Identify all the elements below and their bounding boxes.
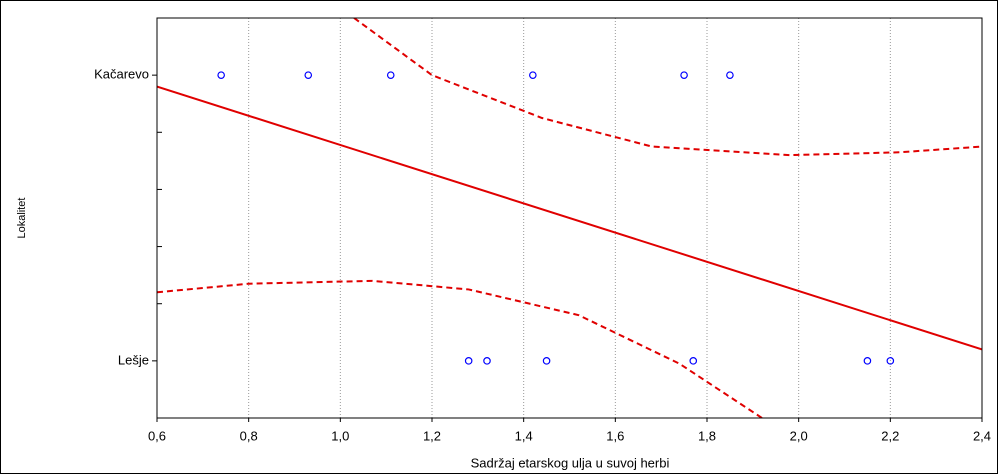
confidence-band xyxy=(157,279,763,418)
point xyxy=(483,357,491,365)
plot-border xyxy=(156,17,983,419)
point xyxy=(529,71,537,79)
x-tick-label: 1,0 xyxy=(331,428,349,443)
point xyxy=(386,71,395,79)
y-tick-label: Lešje xyxy=(118,352,149,367)
x-tick-label: 1,2 xyxy=(423,428,441,443)
x-tick-label: 2,2 xyxy=(881,428,899,443)
x-tick-label: 2,0 xyxy=(790,428,808,443)
x-tick-label: 0,8 xyxy=(240,428,258,443)
point xyxy=(680,71,688,79)
plot xyxy=(157,18,982,418)
x-tick-label: 1,8 xyxy=(698,428,716,443)
point xyxy=(689,357,698,365)
x-tick-label: 1,4 xyxy=(515,428,533,443)
y-axis-label: Lokalitet xyxy=(16,198,28,239)
x-tick-label: 1,6 xyxy=(606,428,624,443)
point xyxy=(304,71,313,79)
y-tick-label: Kačarevo xyxy=(94,67,149,82)
fit-line xyxy=(157,85,982,351)
point xyxy=(886,357,895,365)
x-tick-label: 2,4 xyxy=(973,428,991,443)
point xyxy=(217,71,225,79)
x-tick-label: 0,6 xyxy=(148,428,166,443)
point xyxy=(863,357,872,365)
point xyxy=(542,357,551,365)
x-axis-label: Sadržaj etarskog ulja u suvoj herbi xyxy=(471,455,670,470)
point xyxy=(464,357,473,365)
point xyxy=(726,71,734,79)
